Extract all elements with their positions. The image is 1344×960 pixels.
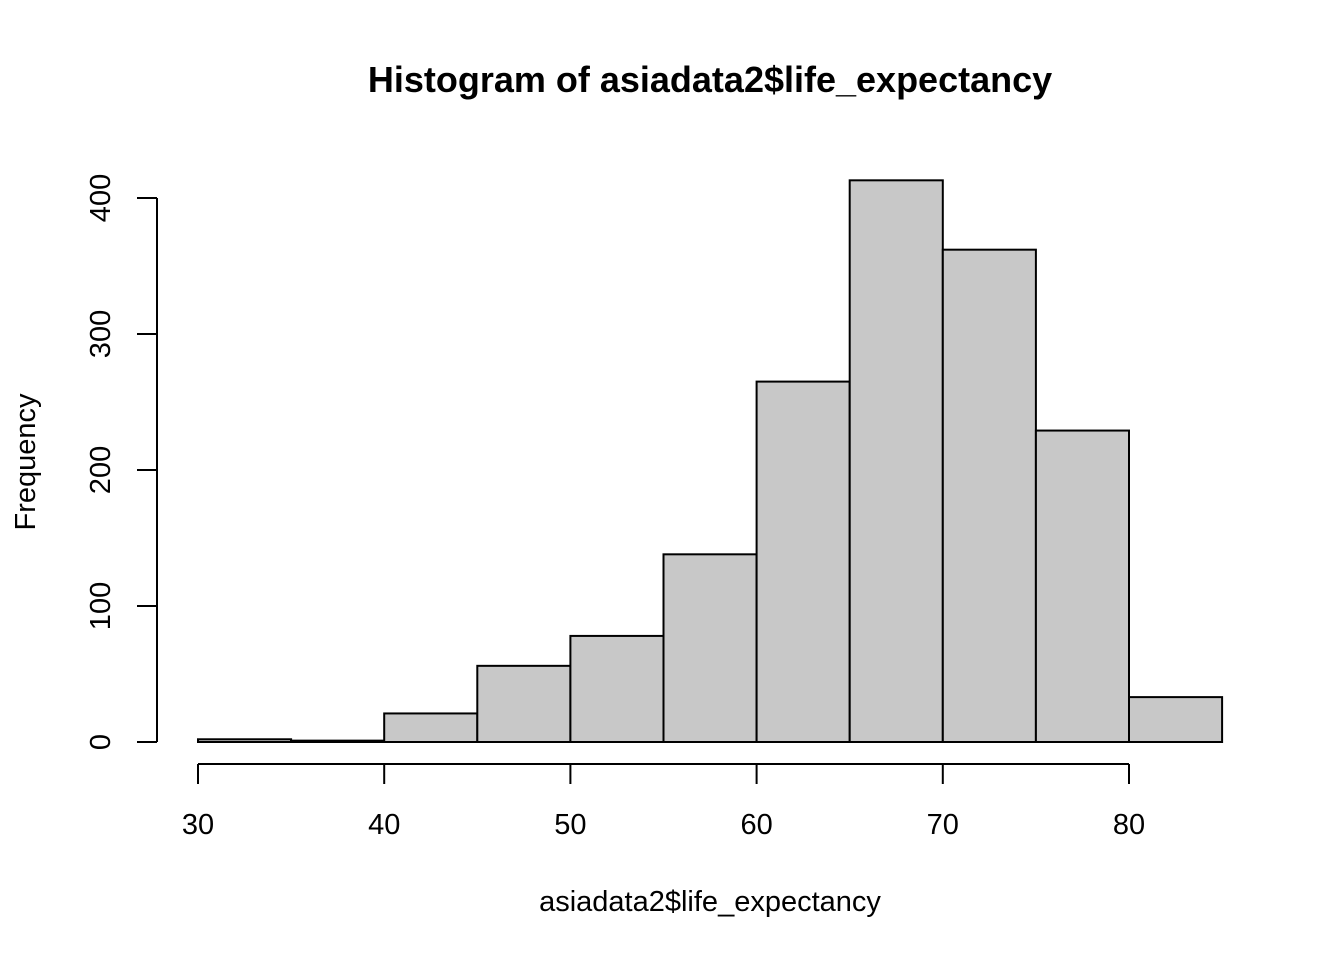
histogram-bar-5 xyxy=(569,634,665,743)
x-axis: 30 40 50 60 70 80 xyxy=(182,763,1145,841)
histogram-bar-6 xyxy=(662,553,758,743)
chart-title: Histogram of asiadata2$life_expectancy xyxy=(368,59,1052,100)
y-tick-label: 300 xyxy=(85,310,117,358)
x-axis-label: asiadata2$life_expectancy xyxy=(539,886,881,918)
histogram-bar-2 xyxy=(290,739,386,744)
y-axis: 0 100 200 300 400 xyxy=(85,174,158,750)
x-tick-label: 70 xyxy=(927,809,959,841)
histogram-bar-9 xyxy=(941,248,1037,743)
histogram-bars xyxy=(197,179,1224,744)
x-tick-label: 80 xyxy=(1113,809,1145,841)
histogram-bar-10 xyxy=(1034,429,1131,743)
x-tick-label: 50 xyxy=(554,809,586,841)
y-axis-label: Frequency xyxy=(10,393,42,531)
histogram-bar-3 xyxy=(383,712,479,744)
y-tick-label: 0 xyxy=(85,734,117,750)
histogram-bar-11 xyxy=(1128,696,1224,743)
x-tick-label: 30 xyxy=(182,809,214,841)
y-tick-label: 100 xyxy=(85,582,117,630)
histogram-bar-4 xyxy=(476,664,572,744)
y-tick-label: 400 xyxy=(85,174,117,222)
x-tick-label: 40 xyxy=(368,809,400,841)
x-tick-label: 60 xyxy=(740,809,772,841)
histogram-bar-1 xyxy=(197,738,293,744)
histogram-bar-8 xyxy=(848,179,944,743)
histogram-bar-7 xyxy=(755,380,851,743)
y-tick-label: 200 xyxy=(85,446,117,494)
